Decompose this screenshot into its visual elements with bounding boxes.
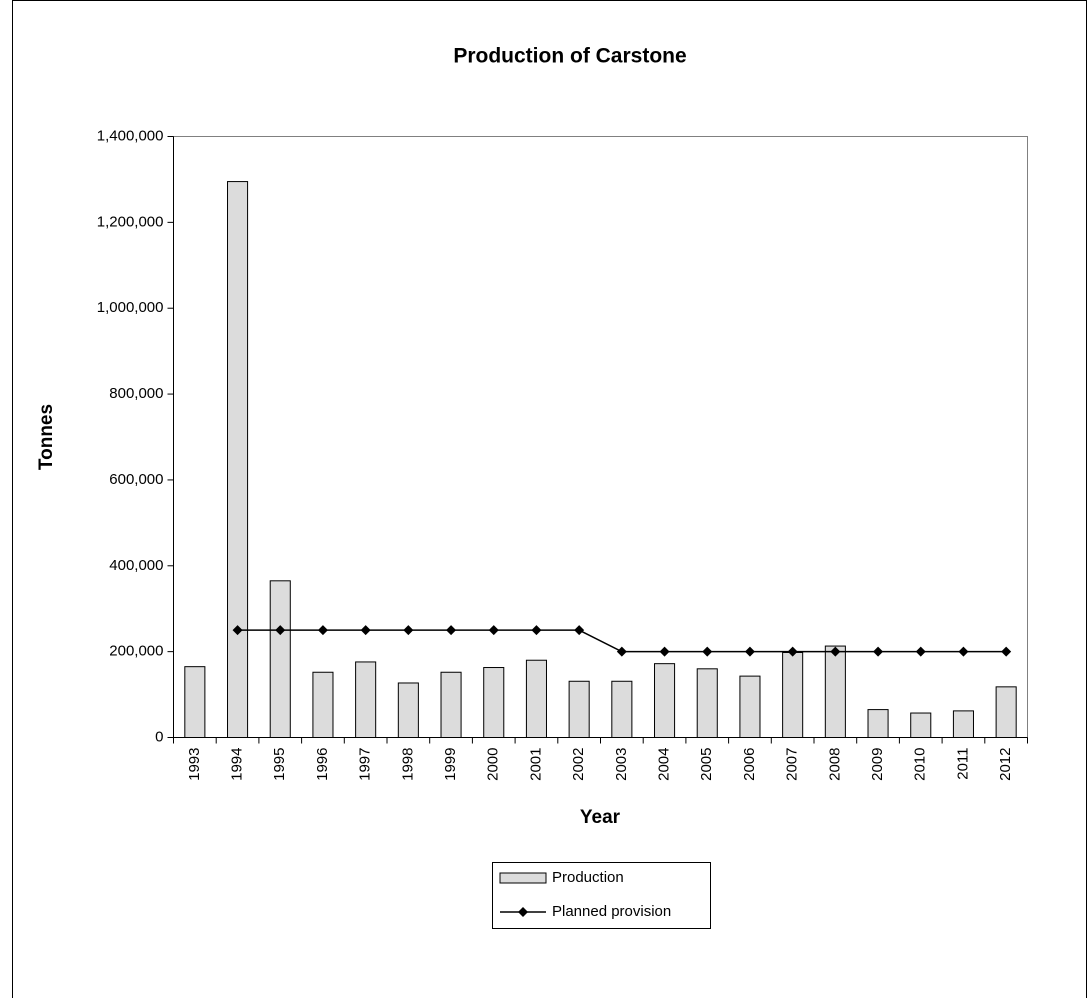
y-tick-label: 400,000 bbox=[109, 557, 163, 574]
chart-title: Production of Carstone bbox=[453, 45, 686, 68]
bar bbox=[995, 686, 1017, 739]
bar bbox=[525, 659, 547, 739]
marker bbox=[317, 625, 328, 636]
marker bbox=[446, 625, 457, 636]
marker bbox=[958, 646, 969, 657]
x-tick-label: 2005 bbox=[698, 748, 715, 781]
x-tick-label: 1998 bbox=[399, 748, 416, 781]
bar bbox=[269, 580, 291, 739]
marker bbox=[488, 625, 499, 636]
bar bbox=[611, 680, 633, 738]
x-tick-label: 1999 bbox=[442, 748, 459, 781]
x-tick-label: 1996 bbox=[314, 748, 331, 781]
marker bbox=[232, 625, 243, 636]
x-tick-label: 2004 bbox=[656, 748, 673, 781]
y-tick-label: 1,400,000 bbox=[97, 127, 164, 144]
y-tick-label: 200,000 bbox=[109, 643, 163, 660]
marker bbox=[744, 646, 755, 657]
x-tick-label: 2007 bbox=[784, 748, 801, 781]
bar bbox=[355, 661, 377, 739]
legend-label: Planned provision bbox=[552, 903, 671, 920]
bar bbox=[654, 663, 676, 738]
legend-label: Production bbox=[552, 869, 624, 886]
bar bbox=[952, 710, 974, 738]
bar bbox=[739, 675, 761, 738]
marker bbox=[616, 646, 627, 657]
bar bbox=[867, 709, 889, 739]
bar bbox=[312, 671, 334, 739]
x-tick-label: 2008 bbox=[826, 748, 843, 781]
x-tick-label: 2000 bbox=[485, 748, 502, 781]
x-tick-label: 2001 bbox=[527, 748, 544, 781]
marker bbox=[574, 625, 585, 636]
legend-swatch bbox=[499, 872, 547, 884]
marker bbox=[873, 646, 884, 657]
marker bbox=[787, 646, 798, 657]
bar bbox=[184, 666, 206, 738]
y-tick-label: 600,000 bbox=[109, 471, 163, 488]
bar bbox=[227, 181, 249, 738]
bar bbox=[397, 682, 419, 738]
x-tick-label: 1995 bbox=[271, 748, 288, 781]
marker bbox=[1001, 646, 1012, 657]
marker bbox=[360, 625, 371, 636]
x-tick-label: 2006 bbox=[741, 748, 758, 781]
marker bbox=[702, 646, 713, 657]
x-tick-label: 2011 bbox=[954, 748, 971, 780]
bar bbox=[696, 668, 718, 738]
legend-marker bbox=[518, 907, 528, 917]
x-axis-title: Year bbox=[580, 807, 621, 828]
marker bbox=[275, 625, 286, 636]
marker bbox=[830, 646, 841, 657]
marker bbox=[531, 625, 542, 636]
x-tick-label: 1994 bbox=[229, 748, 246, 781]
x-tick-label: 1993 bbox=[186, 748, 203, 781]
bar bbox=[824, 645, 846, 738]
bar bbox=[782, 652, 804, 738]
bar bbox=[568, 680, 590, 738]
bar bbox=[910, 712, 932, 738]
x-tick-label: 2012 bbox=[997, 748, 1014, 781]
x-tick-label: 2010 bbox=[912, 748, 929, 781]
bar bbox=[483, 667, 505, 738]
marker bbox=[659, 646, 670, 657]
x-tick-label: 2003 bbox=[613, 748, 630, 781]
y-tick-label: 0 bbox=[155, 728, 163, 745]
bar bbox=[440, 671, 462, 739]
x-tick-label: 2009 bbox=[869, 748, 886, 781]
marker bbox=[915, 646, 926, 657]
plot-area bbox=[173, 136, 1028, 738]
y-tick-label: 1,000,000 bbox=[97, 299, 164, 316]
y-tick-label: 800,000 bbox=[109, 385, 163, 402]
y-axis-title: Tonnes bbox=[36, 404, 57, 470]
x-tick-label: 1997 bbox=[357, 748, 374, 781]
x-tick-label: 2002 bbox=[570, 748, 587, 781]
y-tick-label: 1,200,000 bbox=[97, 213, 164, 230]
marker bbox=[403, 625, 414, 636]
